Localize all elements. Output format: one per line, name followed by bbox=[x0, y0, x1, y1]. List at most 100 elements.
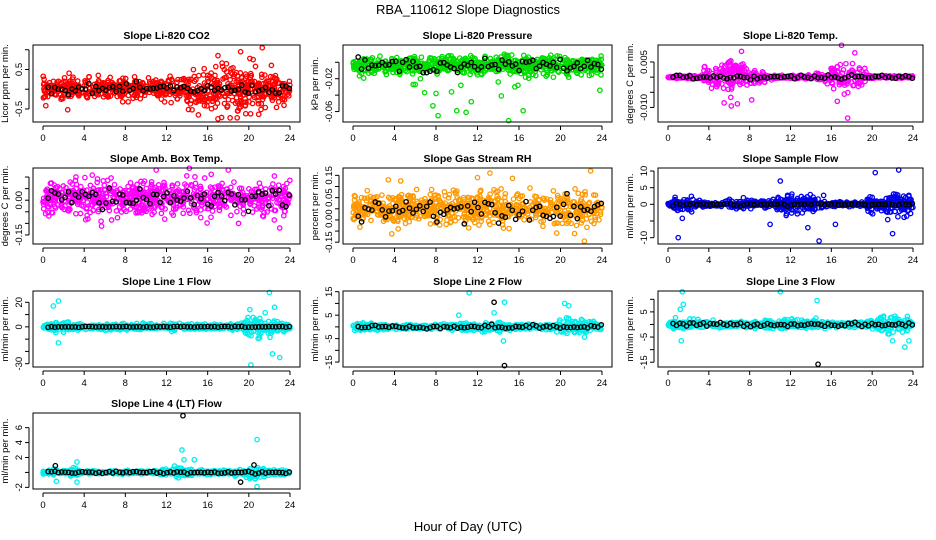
outlier-point bbox=[679, 215, 686, 222]
data-point bbox=[350, 60, 357, 67]
mean-point bbox=[872, 73, 879, 80]
data-point bbox=[402, 67, 409, 74]
data-point bbox=[732, 63, 739, 70]
mean-point bbox=[471, 63, 478, 70]
data-point bbox=[209, 185, 215, 192]
data-point bbox=[208, 171, 215, 178]
mean-point bbox=[232, 87, 238, 94]
data-point bbox=[271, 217, 278, 223]
data-point bbox=[556, 53, 563, 60]
data-point bbox=[543, 73, 549, 79]
outlier-point bbox=[430, 102, 436, 109]
mean-point bbox=[858, 73, 865, 80]
data-point bbox=[361, 62, 367, 68]
data-point bbox=[216, 80, 223, 87]
data-point bbox=[721, 63, 728, 69]
data-point bbox=[701, 64, 708, 70]
mean-point bbox=[187, 88, 194, 95]
data-point bbox=[212, 72, 218, 79]
mean-point bbox=[133, 78, 140, 85]
panel-4: Slope Amb. Box Temp.0 4 8 12 16 20 240.00-0.15… bbox=[0, 153, 301, 266]
mean-point bbox=[523, 59, 529, 65]
mean-point bbox=[774, 73, 781, 80]
x-tick-label: 4 bbox=[706, 133, 711, 144]
data-point bbox=[849, 60, 856, 67]
mean-point bbox=[482, 55, 488, 62]
data-point bbox=[63, 78, 69, 85]
mean-point bbox=[687, 72, 693, 79]
data-points bbox=[350, 51, 605, 124]
data-point bbox=[367, 56, 374, 63]
data-point bbox=[49, 210, 56, 216]
y-axis-label: ml/min per min. bbox=[625, 174, 636, 239]
mean-point bbox=[451, 65, 457, 72]
mean-point bbox=[170, 87, 177, 94]
y-tick-label: -10 bbox=[639, 231, 650, 245]
mean-point bbox=[737, 73, 744, 80]
data-point bbox=[247, 110, 254, 117]
data-point bbox=[161, 99, 168, 105]
data-point bbox=[563, 70, 570, 77]
data-point bbox=[525, 72, 532, 79]
data-point bbox=[725, 86, 732, 93]
outlier-point bbox=[225, 167, 232, 173]
outlier-point bbox=[234, 108, 241, 114]
data-point bbox=[234, 208, 240, 215]
panel-title: Slope Li-820 CO2 bbox=[123, 30, 210, 42]
x-tick-label: 16 bbox=[514, 133, 525, 144]
data-point bbox=[428, 186, 435, 193]
mean-point bbox=[147, 86, 153, 92]
mean-point bbox=[495, 66, 502, 73]
mean-point bbox=[65, 91, 72, 98]
data-point bbox=[100, 80, 107, 86]
data-point bbox=[113, 208, 120, 214]
data-point bbox=[550, 74, 557, 81]
data-point bbox=[150, 78, 157, 85]
mean-point bbox=[865, 74, 872, 81]
data-point bbox=[573, 222, 580, 229]
mean-point bbox=[584, 57, 591, 64]
data-point bbox=[571, 230, 578, 237]
data-point bbox=[82, 77, 88, 84]
mean-point bbox=[536, 63, 543, 69]
data-point bbox=[154, 90, 161, 97]
data-point bbox=[168, 99, 174, 106]
x-tick-label: 20 bbox=[555, 133, 566, 144]
mean-point bbox=[574, 60, 581, 66]
data-point bbox=[550, 187, 557, 194]
mean-point bbox=[362, 57, 368, 63]
mean-point bbox=[399, 59, 406, 66]
y-axis-label: Licor ppm per min. bbox=[0, 44, 11, 123]
data-point bbox=[185, 106, 192, 113]
data-point bbox=[201, 102, 208, 109]
data-point bbox=[254, 94, 260, 101]
mean-point bbox=[130, 85, 136, 92]
data-point bbox=[575, 190, 582, 197]
mean-point bbox=[123, 81, 130, 87]
data-point bbox=[569, 57, 576, 64]
data-point bbox=[559, 220, 566, 227]
outlier-point bbox=[851, 50, 858, 56]
mean-point bbox=[252, 88, 259, 95]
mean-point bbox=[740, 74, 747, 81]
mean-point bbox=[831, 74, 838, 80]
data-point bbox=[259, 88, 265, 95]
mean-point bbox=[516, 67, 522, 74]
data-point bbox=[111, 181, 118, 188]
mean-point bbox=[598, 66, 605, 73]
data-point bbox=[356, 72, 363, 79]
y-tick-label: 0.05 bbox=[324, 188, 335, 207]
x-tick-label: 16 bbox=[826, 133, 837, 144]
data-point bbox=[187, 101, 194, 107]
mean-point bbox=[245, 90, 252, 97]
plot-frame bbox=[342, 44, 613, 123]
mean-point bbox=[72, 87, 79, 94]
mean-point bbox=[413, 64, 420, 70]
x-tick-label: 20 bbox=[244, 255, 255, 266]
x-tick-label: 8 bbox=[747, 133, 752, 144]
data-point bbox=[58, 96, 64, 103]
y-tick-label: -0.02 bbox=[324, 68, 335, 90]
data-point bbox=[427, 221, 434, 227]
